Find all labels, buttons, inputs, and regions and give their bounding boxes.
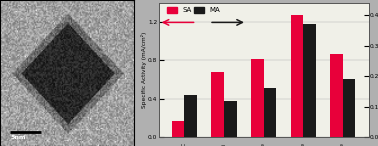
Bar [211, 72, 224, 137]
Bar [184, 94, 197, 137]
Bar [343, 79, 355, 137]
Legend: SA, MA: SA, MA [166, 6, 221, 14]
Text: 5nm: 5nm [11, 135, 26, 140]
Bar [263, 88, 276, 137]
Bar [330, 54, 343, 137]
Y-axis label: Specific Activity (mA/cm²): Specific Activity (mA/cm²) [141, 32, 147, 108]
Bar [224, 101, 237, 137]
Bar [172, 121, 184, 137]
Bar [303, 24, 316, 137]
Bar [251, 59, 263, 137]
Bar [291, 15, 303, 137]
